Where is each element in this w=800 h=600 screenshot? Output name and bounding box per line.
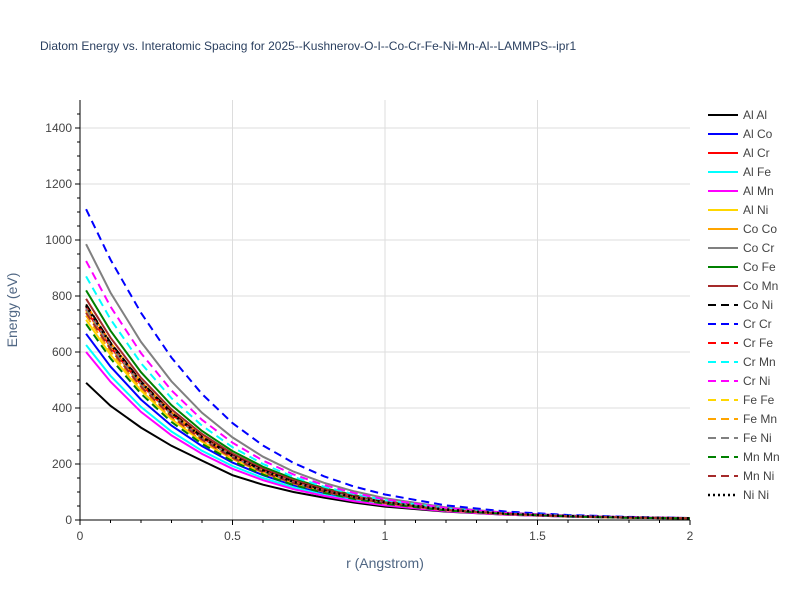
legend-label: Al Co bbox=[743, 127, 773, 141]
legend-item[interactable]: Al Al bbox=[708, 108, 767, 122]
legend-item[interactable]: Co Cr bbox=[708, 241, 774, 255]
legend-item[interactable]: Co Fe bbox=[708, 260, 776, 274]
legend-label: Ni Ni bbox=[743, 488, 769, 502]
y-tick-label: 800 bbox=[52, 289, 72, 303]
legend-label: Cr Cr bbox=[743, 317, 772, 331]
legend-label: Fe Ni bbox=[743, 431, 772, 445]
legend-label: Cr Ni bbox=[743, 374, 770, 388]
legend-item[interactable]: Ni Ni bbox=[708, 488, 769, 502]
legend-label: Fe Fe bbox=[743, 393, 775, 407]
legend-item[interactable]: Al Mn bbox=[708, 184, 774, 198]
y-axis-title: Energy (eV) bbox=[4, 273, 20, 348]
y-tick-label: 1000 bbox=[45, 233, 72, 247]
legend-item[interactable]: Fe Ni bbox=[708, 431, 772, 445]
legend-item[interactable]: Fe Fe bbox=[708, 393, 775, 407]
legend-item[interactable]: Cr Ni bbox=[708, 374, 770, 388]
legend-item[interactable]: Co Co bbox=[708, 222, 777, 236]
legend: Al Al Al Co Al Cr Al Fe Al Mn Al Ni Co Co Co Cr… bbox=[708, 108, 780, 502]
y-tick-label: 600 bbox=[52, 345, 72, 359]
legend-label: Al Al bbox=[743, 108, 767, 122]
y-gridlines bbox=[80, 127, 690, 465]
legend-label: Co Ni bbox=[743, 298, 773, 312]
y-tick-label: 400 bbox=[52, 401, 72, 415]
x-tick-label: 1.5 bbox=[529, 529, 546, 543]
legend-item[interactable]: Co Ni bbox=[708, 298, 773, 312]
y-tick-label: 1200 bbox=[45, 177, 72, 191]
series-line-cr-cr bbox=[85, 208, 691, 519]
legend-label: Cr Mn bbox=[743, 355, 776, 369]
legend-item[interactable]: Al Ni bbox=[708, 203, 768, 217]
legend-label: Al Ni bbox=[743, 203, 768, 217]
chart-title: Diatom Energy vs. Interatomic Spacing fo… bbox=[40, 39, 576, 53]
legend-item[interactable]: Co Mn bbox=[708, 279, 778, 293]
legend-label: Mn Ni bbox=[743, 469, 774, 483]
x-tick-label: 0 bbox=[77, 529, 84, 543]
legend-item[interactable]: Cr Fe bbox=[708, 336, 773, 350]
legend-item[interactable]: Al Cr bbox=[708, 146, 770, 160]
y-tick-label: 0 bbox=[65, 513, 72, 527]
y-tick-label: 200 bbox=[52, 457, 72, 471]
legend-item[interactable]: Mn Mn bbox=[708, 450, 780, 464]
x-axis-title: r (Angstrom) bbox=[346, 555, 424, 571]
y-tick-label: 1400 bbox=[45, 121, 72, 135]
x-tick-label: 0.5 bbox=[224, 529, 241, 543]
legend-item[interactable]: Fe Mn bbox=[708, 412, 777, 426]
legend-label: Fe Mn bbox=[743, 412, 777, 426]
legend-item[interactable]: Al Fe bbox=[708, 165, 771, 179]
x-tick-label: 1 bbox=[382, 529, 389, 543]
legend-label: Co Co bbox=[743, 222, 777, 236]
series-line-ni-ni bbox=[85, 305, 691, 520]
x-tick-label: 2 bbox=[687, 529, 694, 543]
legend-item[interactable]: Al Co bbox=[708, 127, 773, 141]
legend-label: Mn Mn bbox=[743, 450, 780, 464]
series-line-mn-mn bbox=[85, 323, 691, 520]
legend-label: Co Fe bbox=[743, 260, 776, 274]
legend-label: Al Fe bbox=[743, 165, 771, 179]
y-axis-ticks: 0 200 400 600 800 1000 1200 1400 bbox=[45, 113, 80, 527]
legend-label: Cr Fe bbox=[743, 336, 773, 350]
legend-item[interactable]: Cr Mn bbox=[708, 355, 776, 369]
legend-item[interactable]: Mn Ni bbox=[708, 469, 774, 483]
legend-item[interactable]: Cr Cr bbox=[708, 317, 772, 331]
legend-label: Al Mn bbox=[743, 184, 774, 198]
legend-label: Co Mn bbox=[743, 279, 778, 293]
series-lines bbox=[85, 208, 691, 520]
x-axis-ticks: 0 0.5 1 1.5 2 bbox=[77, 520, 694, 543]
legend-label: Co Cr bbox=[743, 241, 774, 255]
legend-label: Al Cr bbox=[743, 146, 770, 160]
